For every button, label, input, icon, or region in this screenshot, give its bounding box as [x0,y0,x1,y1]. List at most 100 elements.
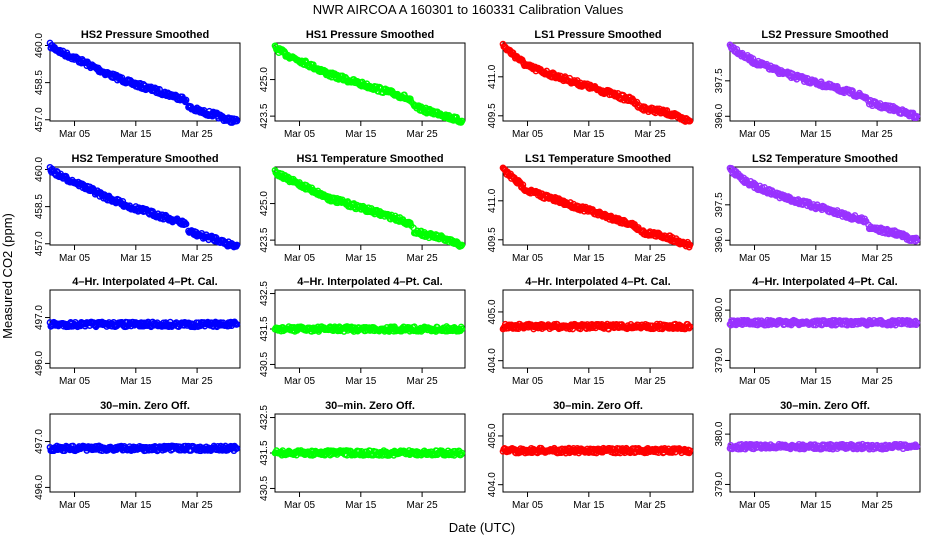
y-tick-label: 496.0 [34,474,45,499]
y-tick-label: 430.5 [259,476,270,501]
x-tick-label: Mar 05 [284,253,316,264]
x-tick-label: Mar 15 [120,129,152,140]
panel-12: 4–Hr. Interpolated 4–Pt. Cal. Mar 05 Mar 1… [714,276,921,387]
panel-15: 30–min. Zero Off. Mar 05 Mar 15 Mar 25 404.0… [487,400,694,511]
y-tick-label: 497.0 [34,305,45,330]
data-point [233,117,241,125]
x-tick-label: Mar 15 [800,376,832,387]
x-tick-label: Mar 05 [512,500,544,511]
data-point [913,319,921,327]
y-tick-label: 431.5 [259,440,270,465]
y-tick-label: 397.5 [714,68,725,93]
panel-title: LS2 Temperature Smoothed [752,153,898,165]
y-tick-label: 404.0 [487,472,498,497]
x-tick-label: Mar 05 [59,129,91,140]
x-tick-label: Mar 25 [635,129,667,140]
data-point [182,96,190,104]
x-tick-label: Mar 15 [345,129,377,140]
plot-frame [274,42,466,122]
x-tick-label: Mar 05 [59,253,91,264]
panel-title: 4–Hr. Interpolated 4–Pt. Cal. [297,276,443,288]
panel-11: 4–Hr. Interpolated 4–Pt. Cal. Mar 05 Mar 1… [487,276,694,387]
y-tick-label: 432.5 [259,405,270,430]
y-tick-label: 457.0 [34,107,45,132]
x-tick-label: Mar 25 [862,500,894,511]
x-tick-label: Mar 15 [573,129,605,140]
y-tick-label: 409.5 [487,227,498,252]
y-tick-label: 405.0 [487,299,498,324]
plot-frame [502,42,694,122]
x-tick-label: Mar 25 [862,253,894,264]
x-tick-label: Mar 05 [284,500,316,511]
plot-frame [729,413,921,493]
x-tick-label: Mar 05 [512,376,544,387]
y-tick-label: 396.0 [714,103,725,128]
x-tick-label: Mar 25 [182,500,214,511]
panel-title: 30–min. Zero Off. [553,400,643,412]
x-tick-label: Mar 25 [182,253,214,264]
y-tick-label: 430.5 [259,352,270,377]
x-axis-label: Date (UTC) [449,520,515,535]
x-tick-label: Mar 05 [284,129,316,140]
panel-8: LS2 Temperature Smoothed Mar 05 Mar 15 Mar … [714,153,921,264]
y-tick-label: 431.5 [259,316,270,341]
x-tick-label: Mar 25 [182,129,214,140]
x-tick-label: Mar 15 [120,253,152,264]
y-tick-label: 379.0 [714,472,725,497]
data-point [686,447,694,454]
y-tick-label: 411.0 [487,188,498,213]
data-point [913,236,921,244]
y-tick-label: 396.0 [714,227,725,252]
y-tick-label: 411.0 [487,64,498,89]
panel-title: HS2 Temperature Smoothed [71,153,218,165]
x-tick-label: Mar 05 [739,376,771,387]
panel-6: HS1 Temperature Smoothed Mar 05 Mar 15 Mar … [259,153,466,264]
x-tick-label: Mar 25 [635,253,667,264]
panel-title: 4–Hr. Interpolated 4–Pt. Cal. [72,276,218,288]
panel-title: LS2 Pressure Smoothed [761,29,888,41]
data-point [182,442,189,450]
x-tick-label: Mar 05 [739,129,771,140]
x-tick-label: Mar 15 [573,253,605,264]
plot-frame [729,289,921,369]
data-point [458,241,466,249]
x-tick-label: Mar 15 [120,500,152,511]
panel-1: HS2 Pressure Smoothed Mar 05 Mar 15 Mar 25 4… [34,29,241,140]
panel-3: LS1 Pressure Smoothed Mar 05 Mar 15 Mar 25 4… [487,29,694,140]
x-tick-label: Mar 05 [739,500,771,511]
data-point [458,117,466,125]
data-point [458,449,466,457]
panel-2: HS1 Pressure Smoothed Mar 05 Mar 15 Mar 25 4… [259,29,466,140]
panel-title: HS1 Pressure Smoothed [306,29,434,41]
y-tick-label: 423.5 [259,103,270,128]
panel-7: LS1 Temperature Smoothed Mar 05 Mar 15 Mar … [487,153,694,264]
x-tick-label: Mar 15 [573,376,605,387]
plot-frame [274,166,466,246]
panel-title: 4–Hr. Interpolated 4–Pt. Cal. [525,276,671,288]
panel-title: 30–min. Zero Off. [780,400,870,412]
y-tick-label: 460.0 [34,33,45,58]
x-tick-label: Mar 15 [345,376,377,387]
data-point [233,241,241,249]
x-tick-label: Mar 25 [862,129,894,140]
x-tick-label: Mar 05 [739,253,771,264]
y-tick-label: 404.0 [487,348,498,373]
x-tick-label: Mar 15 [800,500,832,511]
y-tick-label: 425.0 [259,191,270,216]
x-tick-label: Mar 15 [800,253,832,264]
x-tick-label: Mar 25 [407,500,439,511]
panel-title: 30–min. Zero Off. [325,400,415,412]
panel-16: 30–min. Zero Off. Mar 05 Mar 15 Mar 25 379.0… [714,400,921,511]
y-tick-label: 458.5 [34,70,45,95]
data-point [686,117,694,125]
data-point [182,220,190,228]
data-point [233,445,241,452]
x-tick-label: Mar 25 [407,376,439,387]
y-axis-label: Measured CO2 (ppm) [0,213,15,339]
panel-title: LS1 Temperature Smoothed [525,153,671,165]
panel-14: 30–min. Zero Off. Mar 05 Mar 15 Mar 25 430.5… [259,400,466,511]
y-tick-label: 405.0 [487,423,498,448]
panel-title: LS1 Pressure Smoothed [534,29,661,41]
panel-title: 30–min. Zero Off. [100,400,190,412]
